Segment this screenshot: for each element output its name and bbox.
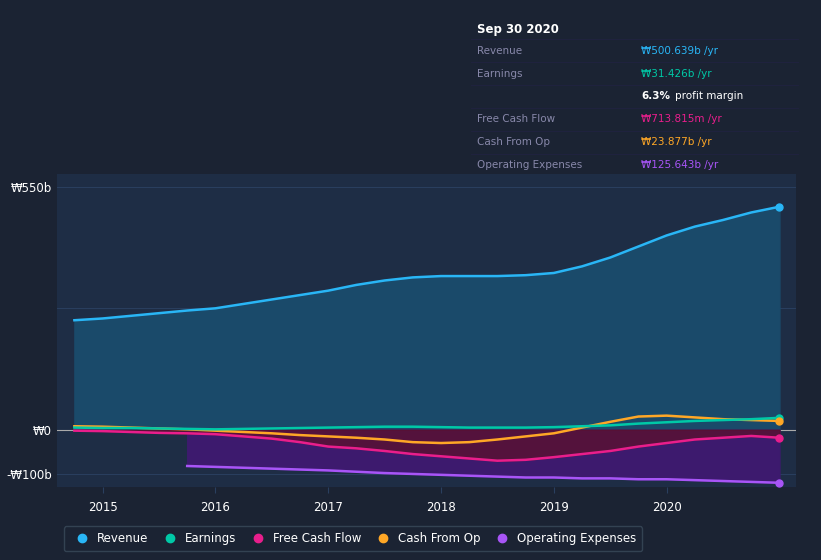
Legend: Revenue, Earnings, Free Cash Flow, Cash From Op, Operating Expenses: Revenue, Earnings, Free Cash Flow, Cash … [64,526,642,551]
Text: ₩713.815m /yr: ₩713.815m /yr [641,114,722,124]
Text: 6.3%: 6.3% [641,91,670,101]
Text: ₩125.643b /yr: ₩125.643b /yr [641,160,718,170]
Text: ₩500.639b /yr: ₩500.639b /yr [641,46,718,55]
Text: ₩31.426b /yr: ₩31.426b /yr [641,68,712,78]
Text: Revenue: Revenue [478,46,523,55]
Text: Earnings: Earnings [478,68,523,78]
Text: Operating Expenses: Operating Expenses [478,160,583,170]
Text: Cash From Op: Cash From Op [478,137,551,147]
Text: Free Cash Flow: Free Cash Flow [478,114,556,124]
Text: profit margin: profit margin [675,91,743,101]
Text: ₩23.877b /yr: ₩23.877b /yr [641,137,712,147]
Text: Sep 30 2020: Sep 30 2020 [478,23,559,36]
